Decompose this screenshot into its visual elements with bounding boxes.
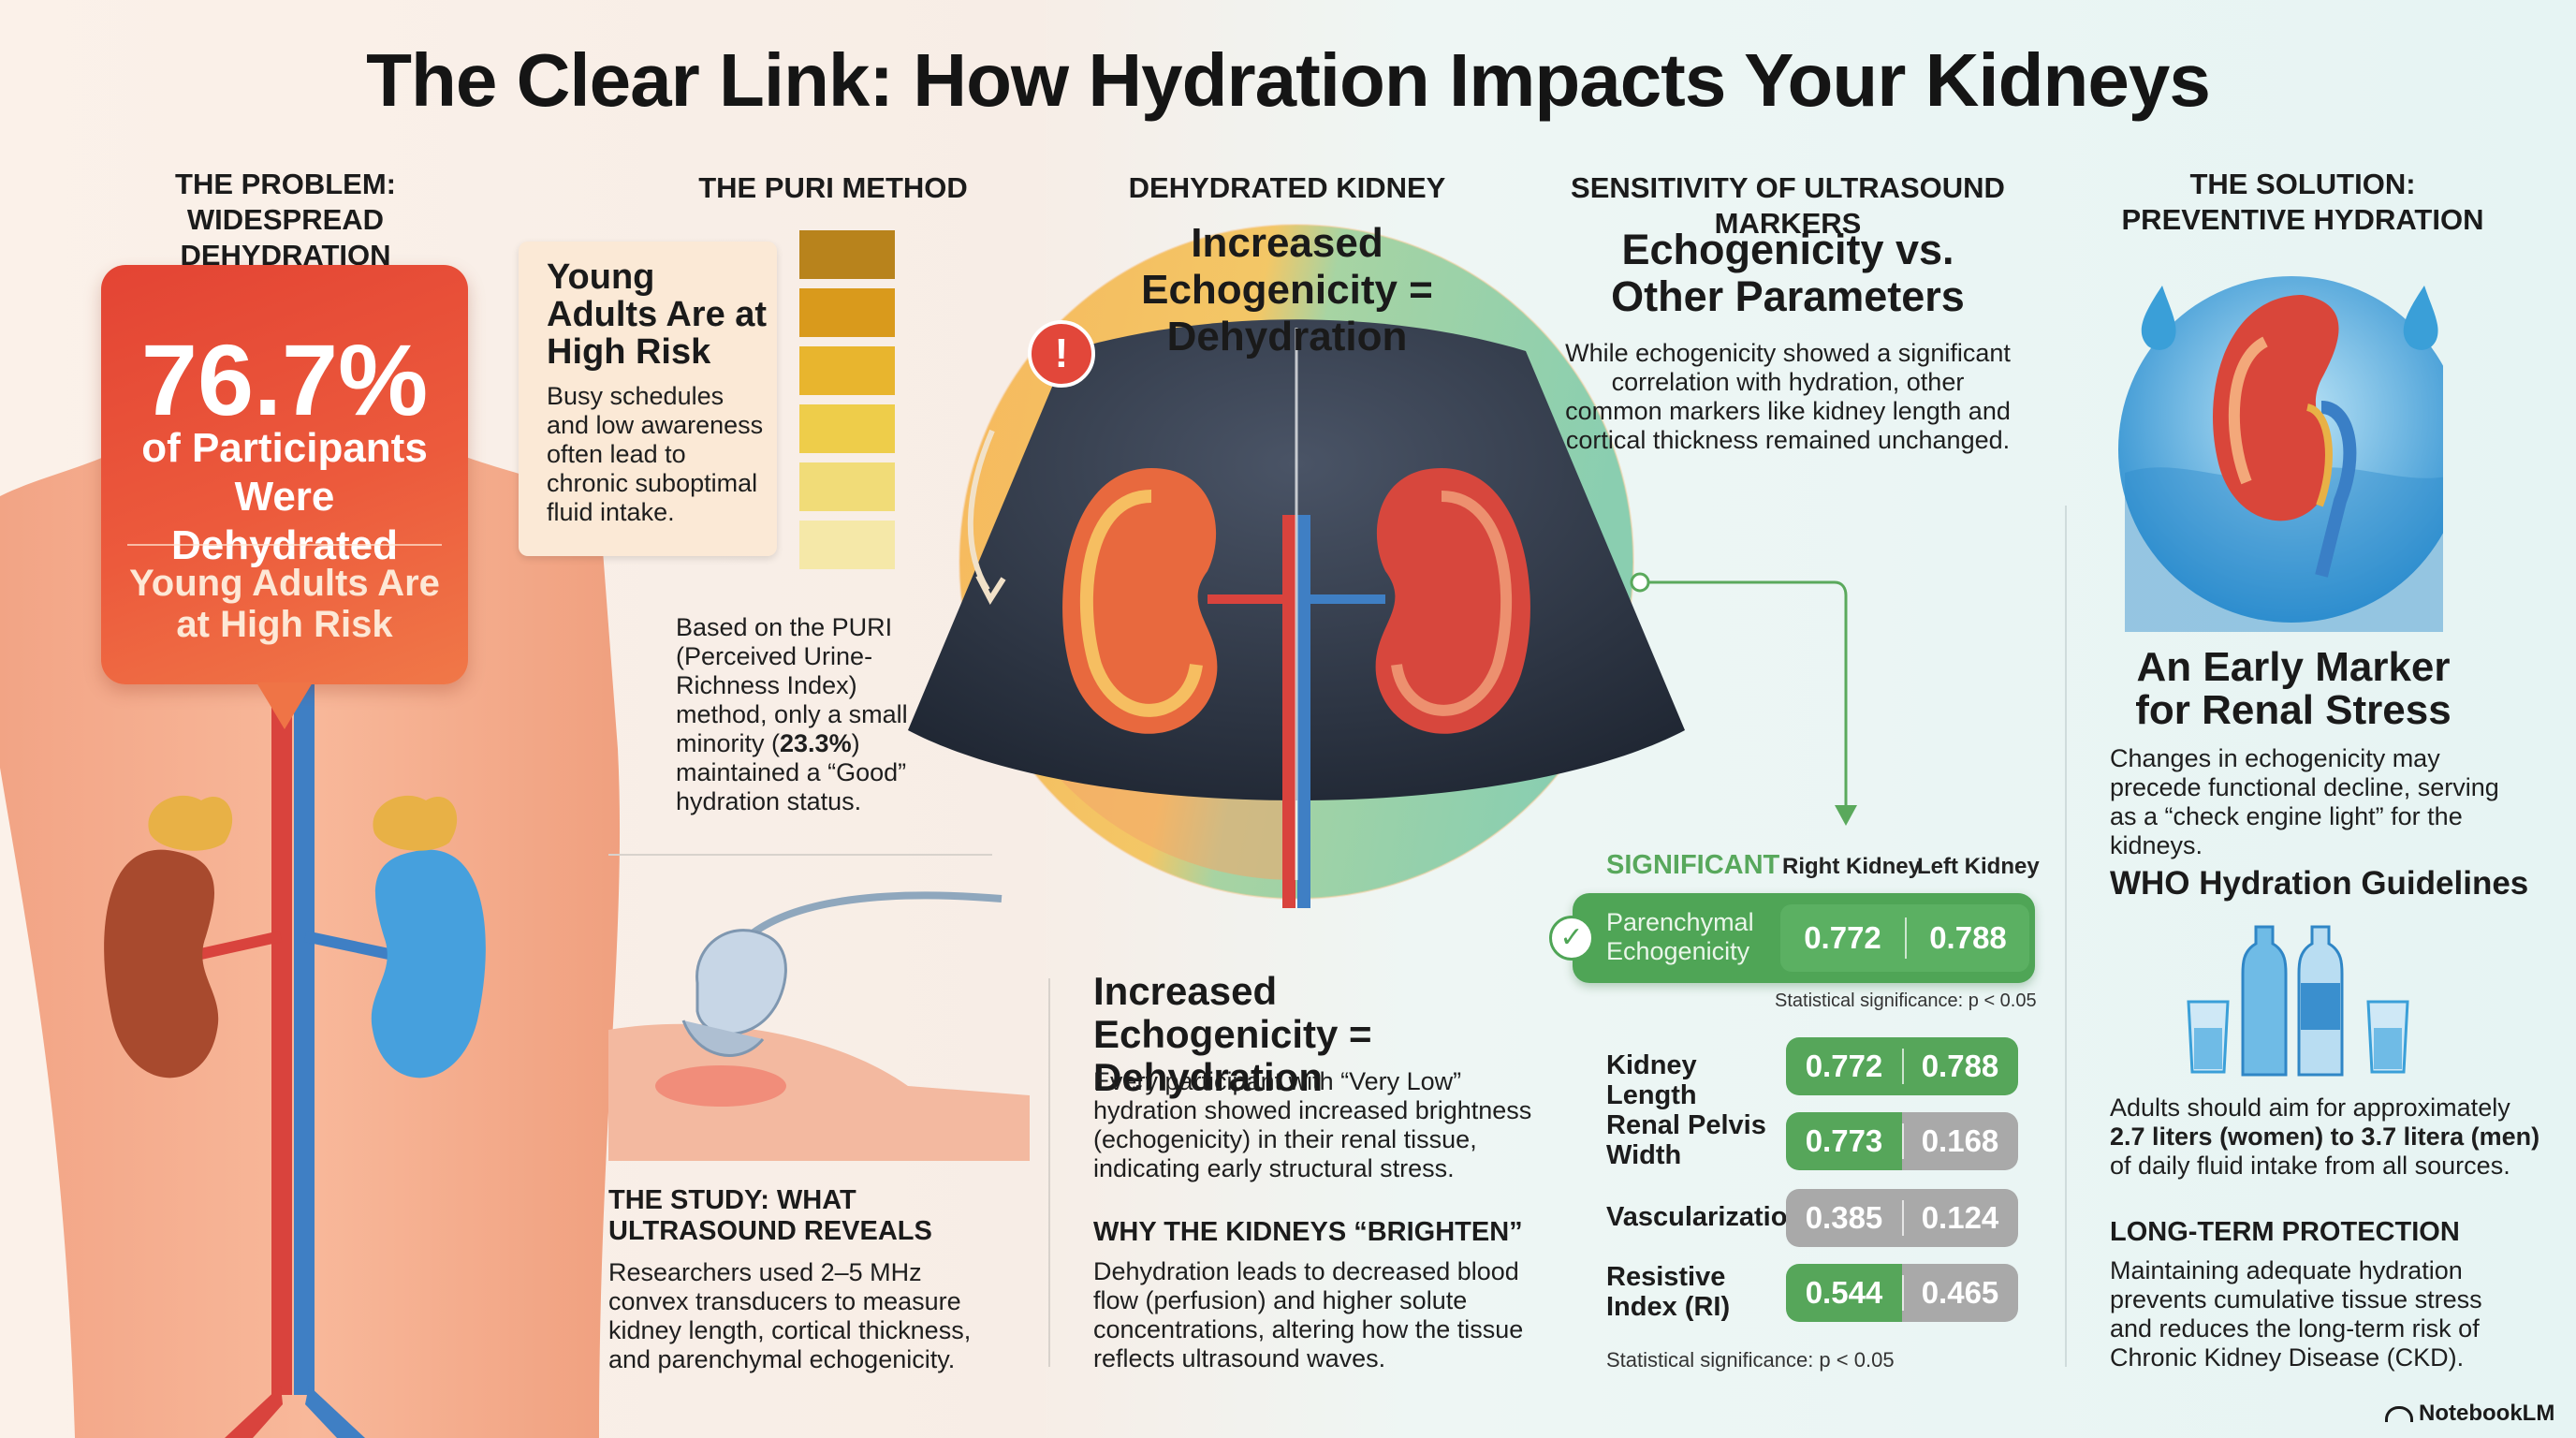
brand-label: NotebookLM (2385, 1401, 2554, 1427)
puri-desc-part-1: Based on the PURI (Perceived Urine-Richn… (676, 613, 908, 757)
highlight-row-label: Parenchymal Echogenicity (1606, 908, 1754, 965)
col-left-kidney: Left Kidney (1917, 854, 2040, 879)
left-kidney-value: 0.168 (1921, 1123, 1999, 1158)
significance-note-2: Statistical significance: p < 0.05 (1606, 1348, 1895, 1372)
puri-heading: THE PURI METHOD (698, 171, 968, 204)
sensitivity-title: Echogenicity vs. Other Parameters (1611, 226, 1965, 320)
ultrasound-probe-illustration (608, 891, 1030, 1161)
risk-card-title: Young Adults Are at High Risk (547, 257, 768, 372)
who-guideline-body: Adults should aim for approximately 2.7 … (2110, 1093, 2540, 1181)
left-kidney-value: 0.465 (1921, 1275, 1999, 1310)
early-marker-title: An Early Marker for Renal Stress (2135, 644, 2452, 733)
study-body: Researchers used 2–5 MHz convex transduc… (608, 1258, 972, 1373)
divider (608, 854, 992, 856)
dehydrated-heading: DEHYDRATED KIDNEY (1128, 171, 1446, 204)
check-icon: ✓ (1549, 916, 1594, 961)
divider (1048, 978, 1050, 1367)
highlight-left-value: 0.788 (1929, 920, 2007, 955)
sensitivity-body: While echogenicity showed a significant … (1565, 339, 2011, 454)
stat-label: of Participants Were Dehydrated (141, 425, 428, 568)
significance-note-1: Statistical significance: p < 0.05 (1775, 990, 2037, 1011)
notebooklm-logo-icon (2385, 1406, 2413, 1423)
highlight-row-values: 0.772 0.788 (1780, 904, 2029, 972)
risk-card-body: Busy schedules and low awareness often l… (547, 382, 764, 526)
urine-color-swatch (799, 346, 895, 395)
urine-color-swatch (799, 230, 895, 279)
marker-row-label: Renal Pelvis Width (1606, 1110, 1766, 1170)
ultrasound-kidney-illustration (908, 224, 1685, 908)
right-kidney-value: 0.772 (1805, 1049, 1883, 1083)
alert-icon: ! (1028, 320, 1095, 388)
puri-desc-part-2: ) maintained a “Good” hydration status. (676, 729, 907, 815)
highlight-right-value: 0.772 (1804, 920, 1881, 955)
marker-row-label: Resistive Index (RI) (1606, 1262, 1731, 1322)
long-term-body: Maintaining adequate hydration prevents … (2110, 1256, 2482, 1372)
dehydration-stat-callout: 76.7% of Participants Were Dehydrated Yo… (101, 265, 468, 729)
col-right-kidney: Right Kidney (1782, 854, 1921, 879)
puri-description: Based on the PURI (Perceived Urine-Richn… (676, 613, 919, 816)
marker-row-values: 0.772 0.788 (1786, 1037, 2018, 1095)
divider (1902, 1200, 1904, 1236)
urine-color-swatch (799, 462, 895, 511)
who-body-part-2: of daily fluid intake from all sources. (2110, 1152, 2510, 1180)
stat-divider (127, 544, 442, 546)
right-kidney-value: 0.544 (1805, 1275, 1883, 1310)
divider (2065, 506, 2067, 1367)
parenchymal-echogenicity-row: ✓ Parenchymal Echogenicity 0.772 0.788 (1549, 893, 2035, 983)
hydrated-kidney-illustration (2118, 276, 2443, 632)
significant-label: SIGNIFICANT (1606, 850, 1780, 880)
brand-text: NotebookLM (2419, 1401, 2555, 1426)
divider (1902, 1123, 1904, 1159)
puri-good-percentage: 23.3% (780, 729, 852, 757)
sensitivity-heading: SENSITIVITY OF ULTRASOUND MARKERS (1571, 171, 2005, 240)
left-kidney-value: 0.788 (1921, 1049, 1999, 1083)
marker-row-label: Kidney Length (1606, 1050, 1697, 1110)
left-kidney-value: 0.124 (1921, 1200, 1999, 1235)
marker-row-values: 0.773 0.168 (1786, 1112, 2018, 1170)
divider (1905, 917, 1907, 959)
risk-card: Young Adults Are at High Risk Busy sched… (519, 242, 777, 556)
why-brighten-body: Dehydration leads to decreased blood flo… (1093, 1257, 1524, 1372)
right-kidney-value: 0.773 (1805, 1123, 1883, 1158)
marker-row-values: 0.544 0.465 (1786, 1264, 2018, 1322)
study-heading: THE STUDY: WHAT ULTRASOUND REVEALS (608, 1185, 932, 1246)
solution-heading: THE SOLUTION: PREVENTIVE HYDRATION (2121, 168, 2484, 236)
early-marker-body: Changes in echogenicity may precede func… (2110, 744, 2499, 859)
who-fluid-target: 2.7 liters (women) to 3.7 litera (men) (2110, 1123, 2540, 1151)
echogenicity-subhead: Increased Echogenicity = Dehydration (1093, 969, 1372, 1099)
marker-row-values: 0.385 0.124 (1786, 1189, 2018, 1247)
marker-row-label: Vascularization (1606, 1202, 1805, 1232)
urine-color-swatch (799, 404, 895, 453)
problem-heading: THE PROBLEM: WIDESPREAD DEHYDRATION (175, 168, 396, 271)
why-brighten-heading: WHY THE KIDNEYS “BRIGHTEN” (1093, 1217, 1523, 1247)
who-body-part-1: Adults should aim for approximately (2110, 1093, 2510, 1122)
water-bottles-icon (2187, 925, 2409, 1077)
right-kidney-value: 0.385 (1805, 1200, 1883, 1235)
echogenicity-banner: Increased Echogenicity = Dehydration (1141, 220, 1433, 360)
divider (1902, 1049, 1904, 1084)
divider (1902, 1275, 1904, 1311)
stat-value: 76.7% (140, 323, 429, 436)
page-title: The Clear Link: How Hydration Impacts Yo… (366, 38, 2211, 122)
long-term-heading: LONG-TERM PROTECTION (2110, 1217, 2460, 1247)
urine-color-swatch (799, 521, 895, 569)
echogenicity-body: Every participant with “Very Low” hydrat… (1093, 1067, 1532, 1182)
connector-arrow (1630, 572, 1857, 826)
who-heading: WHO Hydration Guidelines (2110, 865, 2529, 902)
urine-color-swatch (799, 288, 895, 337)
stat-subtitle: Young Adults Are at High Risk (129, 563, 440, 645)
